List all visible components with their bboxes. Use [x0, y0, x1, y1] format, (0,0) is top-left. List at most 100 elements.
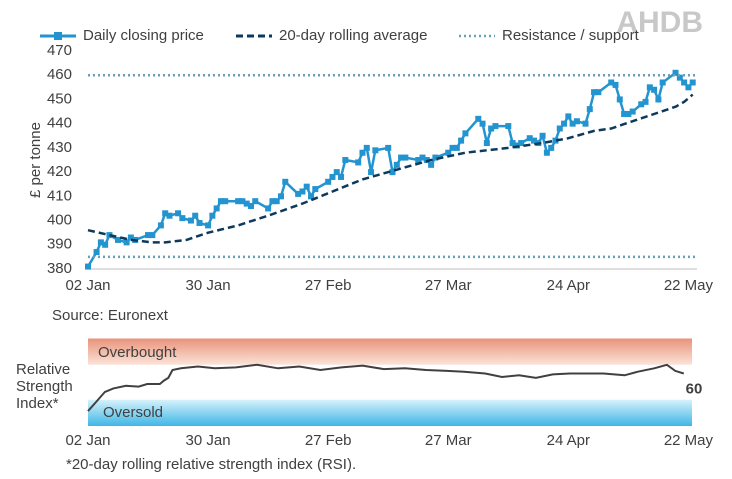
- price-marker: [543, 149, 550, 156]
- price-marker: [655, 96, 662, 103]
- price-marker: [458, 137, 465, 144]
- band-label: Oversold: [103, 404, 163, 421]
- price-marker: [608, 79, 615, 86]
- price-marker: [432, 154, 439, 161]
- price-marker: [561, 120, 568, 127]
- y-tick-label: 470: [47, 42, 72, 59]
- rsi-value-label: 60: [686, 380, 703, 397]
- price-marker: [325, 178, 332, 185]
- oversold-band: [88, 399, 692, 426]
- legend-label: Resistance / support: [502, 27, 640, 44]
- price-marker: [612, 81, 619, 88]
- price-marker: [539, 132, 546, 139]
- price-marker: [518, 140, 525, 147]
- price-marker: [269, 198, 276, 205]
- x-tick-label: 22 May: [664, 277, 714, 294]
- price-marker: [273, 198, 280, 205]
- price-marker: [97, 239, 104, 246]
- x-tick-label: 27 Feb: [305, 432, 352, 449]
- price-marker: [162, 210, 169, 217]
- y-tick-label: 410: [47, 187, 72, 204]
- price-marker: [355, 159, 362, 166]
- price-marker: [282, 178, 289, 185]
- price-marker: [239, 198, 246, 205]
- price-marker: [402, 154, 409, 161]
- price-marker: [616, 96, 623, 103]
- price-marker: [123, 239, 130, 246]
- price-marker: [488, 125, 495, 132]
- price-marker: [329, 173, 336, 180]
- footnote: *20-day rolling relative strength index …: [66, 456, 356, 473]
- price-marker: [106, 232, 113, 239]
- price-marker: [685, 84, 692, 91]
- price-marker: [479, 120, 486, 127]
- price-marker: [175, 210, 182, 217]
- price-marker: [642, 98, 649, 105]
- price-marker: [591, 89, 598, 96]
- y-tick-label: 380: [47, 260, 72, 277]
- price-marker: [295, 190, 302, 197]
- x-tick-label: 30 Jan: [186, 432, 231, 449]
- price-marker: [299, 188, 306, 195]
- price-marker: [385, 144, 392, 151]
- price-marker: [235, 198, 242, 205]
- price-marker: [209, 212, 216, 219]
- price-marker: [93, 249, 100, 256]
- y-tick-label: 440: [47, 115, 72, 132]
- price-marker: [265, 205, 272, 212]
- price-marker: [445, 149, 452, 156]
- y-tick-label: 390: [47, 236, 72, 253]
- price-marker: [368, 169, 375, 176]
- price-marker: [453, 144, 460, 151]
- rsi-line: [87, 363, 685, 412]
- price-marker: [646, 84, 653, 91]
- y-axis-title: Relative Strength Index*: [16, 361, 73, 412]
- price-marker: [85, 263, 91, 270]
- price-marker: [127, 234, 134, 241]
- price-marker: [389, 169, 396, 176]
- price-marker: [419, 154, 426, 161]
- x-tick-label: 27 Mar: [425, 277, 472, 294]
- price-marker: [277, 193, 284, 200]
- x-tick-label: 27 Feb: [305, 277, 352, 294]
- price-marker: [393, 161, 400, 168]
- price-marker: [217, 198, 224, 205]
- price-marker: [625, 110, 632, 117]
- y-tick-label: 460: [47, 66, 72, 83]
- price-marker: [475, 115, 482, 122]
- x-tick-label: 30 Jan: [186, 277, 231, 294]
- source: Source: Euronext: [52, 307, 169, 324]
- price-marker: [681, 79, 688, 86]
- price-marker: [187, 217, 194, 224]
- price-marker: [483, 140, 490, 147]
- price-marker: [651, 86, 658, 93]
- price-marker: [672, 69, 679, 76]
- legend-label: 20-day rolling average: [279, 27, 427, 44]
- x-tick-label: 22 May: [664, 432, 714, 449]
- price-marker: [157, 222, 164, 229]
- price-marker: [308, 193, 315, 200]
- price-marker: [312, 186, 319, 193]
- price-marker: [462, 130, 469, 137]
- price-marker: [192, 212, 199, 219]
- price-marker: [573, 118, 580, 125]
- price-marker: [586, 106, 593, 113]
- x-tick-label: 27 Mar: [425, 432, 472, 449]
- price-marker: [372, 147, 379, 154]
- price-marker: [243, 200, 250, 207]
- price-marker: [569, 120, 576, 127]
- price-marker: [552, 137, 559, 144]
- price-marker: [205, 222, 212, 229]
- price-marker: [492, 123, 499, 130]
- price-marker: [363, 144, 370, 151]
- x-tick-label: 24 Apr: [547, 277, 590, 294]
- price-marker: [556, 125, 563, 132]
- price-marker: [303, 183, 310, 190]
- price-marker: [166, 212, 173, 219]
- price-marker: [333, 169, 340, 176]
- price-marker: [222, 198, 229, 205]
- price-marker: [638, 101, 645, 108]
- price-marker: [415, 157, 422, 163]
- price-marker: [196, 219, 203, 226]
